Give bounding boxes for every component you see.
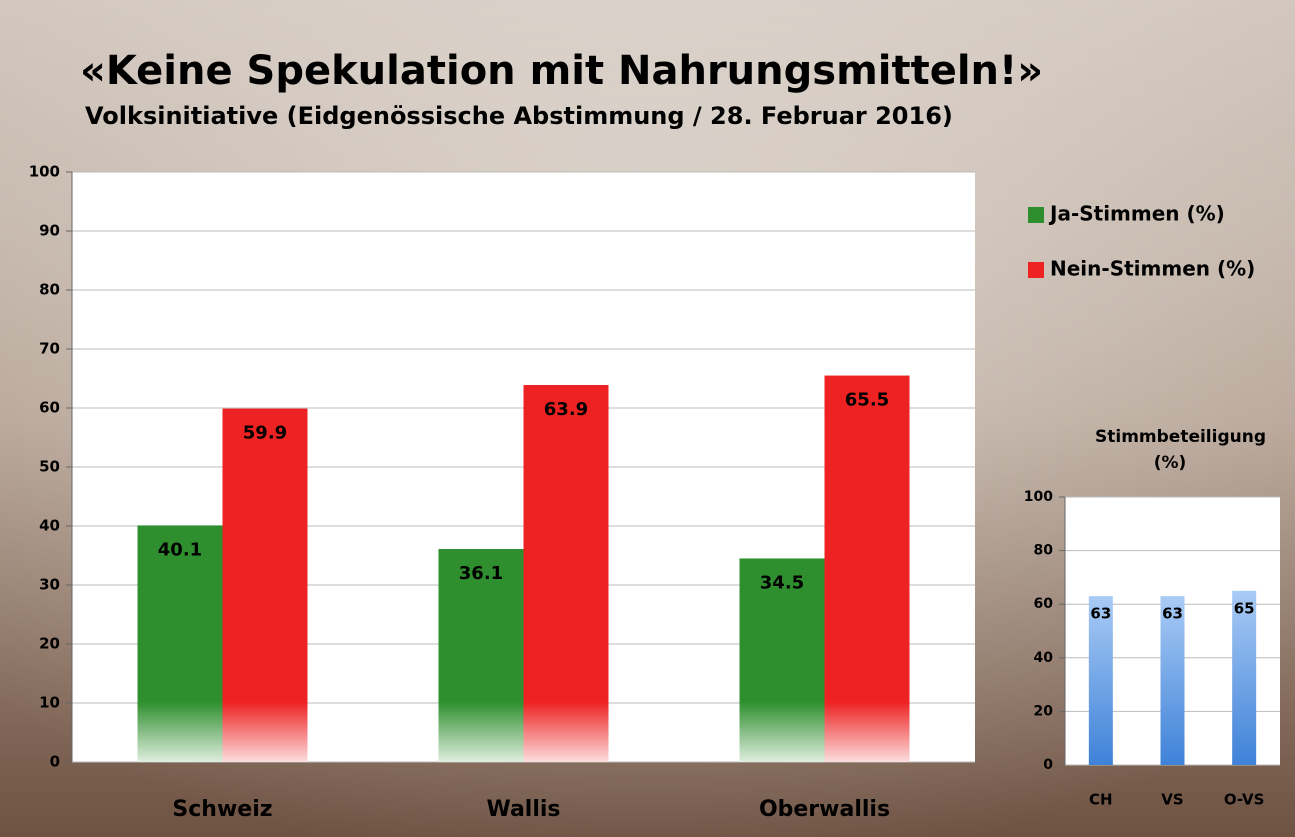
y-tick-label: 70 [39,340,60,358]
y-tick-label: 20 [1034,703,1054,719]
bar-fade [739,702,825,762]
data-label: 59.9 [243,423,287,444]
y-tick-label: 0 [1043,757,1053,773]
x-tick-label: CH [1089,791,1113,809]
x-tick-label: Oberwallis [759,797,890,822]
bar-fade [137,702,223,762]
data-label: 63 [1090,605,1111,623]
bar-fade [523,702,609,762]
data-label: 63 [1162,605,1183,623]
bar [523,384,609,762]
data-label: 63.9 [544,399,588,420]
y-tick-label: 100 [1024,489,1053,505]
data-label: 36.1 [459,563,503,584]
bar [824,375,910,762]
data-label: 40.1 [158,539,202,560]
chart-title: Stimmbeteiligung (%) [1095,427,1267,473]
y-tick-label: 80 [39,281,60,299]
chart-subtitle: Volksinitiative (Eidgenössische Abstimmu… [85,102,953,130]
data-label: 65 [1234,599,1255,617]
y-tick-label: 40 [1034,650,1054,666]
y-tick-label: 90 [39,222,60,240]
bar [1160,596,1185,765]
y-tick-label: 60 [39,399,60,417]
legend-swatch [1028,207,1044,223]
legend-label: Nein-Stimmen (%) [1050,257,1255,281]
x-tick-label: VS [1161,791,1183,809]
bar-fade [222,702,308,762]
x-tick-label: Wallis [486,797,560,822]
legend-label: Ja-Stimmen (%) [1048,202,1225,226]
y-tick-label: 40 [39,517,60,535]
x-tick-label: Schweiz [172,797,272,822]
chart-title: «Keine Spekulation mit Nahrungsmitteln!» [80,48,1043,94]
data-label: 65.5 [845,390,889,411]
y-tick-label: 30 [39,576,60,594]
y-tick-label: 80 [1034,543,1054,559]
y-tick-label: 10 [39,694,60,712]
data-label: 34.5 [760,572,804,593]
y-tick-label: 20 [39,635,60,653]
x-tick-label: O-VS [1224,791,1265,809]
legend-swatch [1028,262,1044,278]
bar [1088,596,1113,765]
y-tick-label: 50 [39,458,60,476]
bar-fade [438,702,524,762]
y-tick-label: 0 [50,753,60,771]
y-tick-label: 100 [29,163,60,181]
bar [1232,590,1257,765]
y-tick-label: 60 [1034,596,1054,612]
bar-fade [824,702,910,762]
